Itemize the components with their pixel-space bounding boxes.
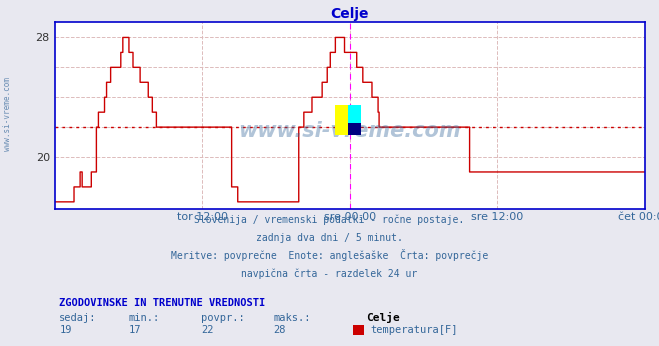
Text: www.si-vreme.com: www.si-vreme.com [3, 77, 13, 151]
Text: sedaj:: sedaj: [59, 313, 97, 323]
Text: Slovenija / vremenski podatki - ročne postaje.: Slovenija / vremenski podatki - ročne po… [194, 215, 465, 225]
Bar [349, 122, 361, 135]
Bar [349, 105, 361, 122]
Text: www.si-vreme.com: www.si-vreme.com [239, 121, 461, 141]
Text: temperatura[F]: temperatura[F] [370, 325, 458, 335]
Text: navpična črta - razdelek 24 ur: navpična črta - razdelek 24 ur [241, 268, 418, 279]
Text: 19: 19 [59, 325, 72, 335]
Text: min.:: min.: [129, 313, 159, 323]
Title: Celje: Celje [330, 7, 369, 21]
Text: 17: 17 [129, 325, 141, 335]
Text: maks.:: maks.: [273, 313, 311, 323]
Bar [335, 105, 349, 135]
Text: zadnja dva dni / 5 minut.: zadnja dva dni / 5 minut. [256, 233, 403, 243]
Text: 22: 22 [201, 325, 214, 335]
Text: povpr.:: povpr.: [201, 313, 244, 323]
Text: Celje: Celje [366, 312, 399, 323]
Text: ZGODOVINSKE IN TRENUTNE VREDNOSTI: ZGODOVINSKE IN TRENUTNE VREDNOSTI [59, 298, 266, 308]
Text: 28: 28 [273, 325, 286, 335]
Text: Meritve: povprečne  Enote: anglešaške  Črta: povprečje: Meritve: povprečne Enote: anglešaške Črt… [171, 249, 488, 261]
